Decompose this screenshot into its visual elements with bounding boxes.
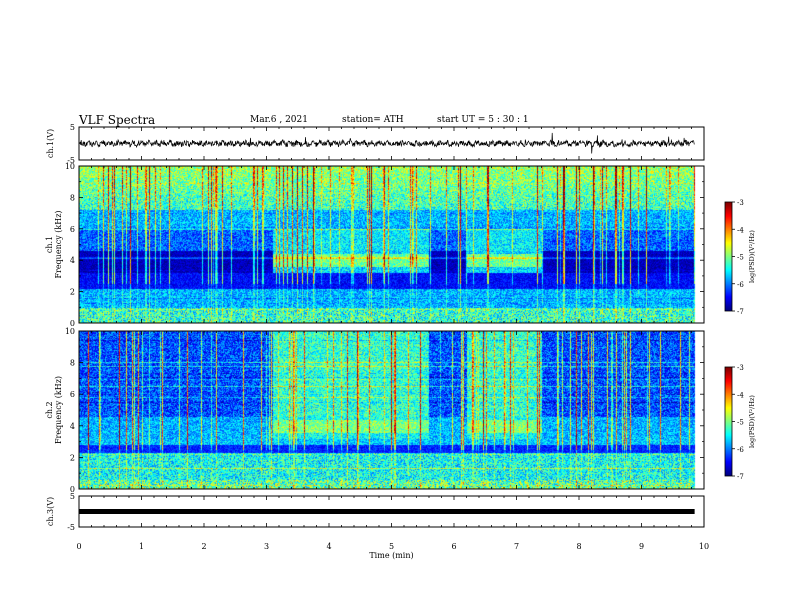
y-tick-label: 8 [70,359,75,368]
colorbar-tick-label: -5 [737,254,744,262]
y-tick-label: 10 [65,162,75,171]
colorbar-label: log(PSD)(V²/Hz) [748,230,756,283]
colorbar-tick-label: -6 [737,446,744,454]
colorbar-tick-label: -6 [737,281,744,289]
spectrogram-image-ch1 [79,166,704,323]
y-tick-label: 0 [70,319,75,328]
colorbar-gradient [725,367,732,476]
x-tick-label: 4 [326,542,331,551]
y-tick-label: 0 [70,485,75,494]
colorbar-label: log(PSD)(V²/Hz) [748,395,756,448]
colorbar-tick-label: -5 [737,419,744,427]
y-axis-label: ch.3(V) [46,497,55,526]
colorbar-tick-label: -7 [737,308,744,316]
y-tick-label: -5 [67,523,75,532]
colorbar-tick-label: -7 [737,473,744,481]
y-axis-label: Frequency (kHz) [54,210,63,278]
colorbar-tick-label: -4 [737,226,744,234]
colorbar-tick-label: -3 [737,199,744,207]
x-tick-label: 2 [201,542,206,551]
y-axis-label: ch.1(V) [46,129,55,158]
x-tick-label: 10 [699,542,709,551]
colorbar-gradient [725,202,732,311]
x-tick-label: 8 [576,542,581,551]
channel-label: ch.2 [45,401,54,418]
y-tick-label: 5 [70,123,75,132]
x-tick-label: 5 [389,542,394,551]
y-tick-label: 6 [70,390,75,399]
y-tick-label: 10 [65,327,75,336]
y-tick-label: 6 [70,225,75,234]
y-axis-label: Frequency (kHz) [54,376,63,444]
x-tick-label: 0 [76,542,81,551]
ch1-waveform-trace [78,132,695,154]
recording-date: Mar.6 , 2021 [250,115,308,125]
y-tick-label: 4 [70,422,75,431]
y-tick-label: 2 [70,453,75,462]
station-label: station= ATH [342,115,404,125]
spectrogram-image-ch2 [79,331,704,489]
x-tick-label: 3 [264,542,269,551]
channel-label: ch.1 [45,236,54,253]
y-tick-label: 2 [70,288,75,297]
y-tick-label: 8 [70,193,75,202]
x-axis-label: Time (min) [369,551,413,560]
colorbar-tick-label: -4 [737,391,744,399]
colorbar-tick-label: -3 [737,364,744,372]
plot-title: VLF Spectra [79,113,156,127]
ch3-waveform-trace [79,509,695,514]
y-tick-label: 4 [70,256,75,265]
y-tick-label: -5 [67,156,75,165]
x-tick-label: 1 [139,542,144,551]
y-tick-label: 5 [70,492,75,501]
x-tick-label: 7 [514,542,519,551]
start-time-label: start UT = 5 : 30 : 1 [437,115,529,125]
x-tick-label: 9 [639,542,644,551]
x-tick-label: 6 [451,542,456,551]
